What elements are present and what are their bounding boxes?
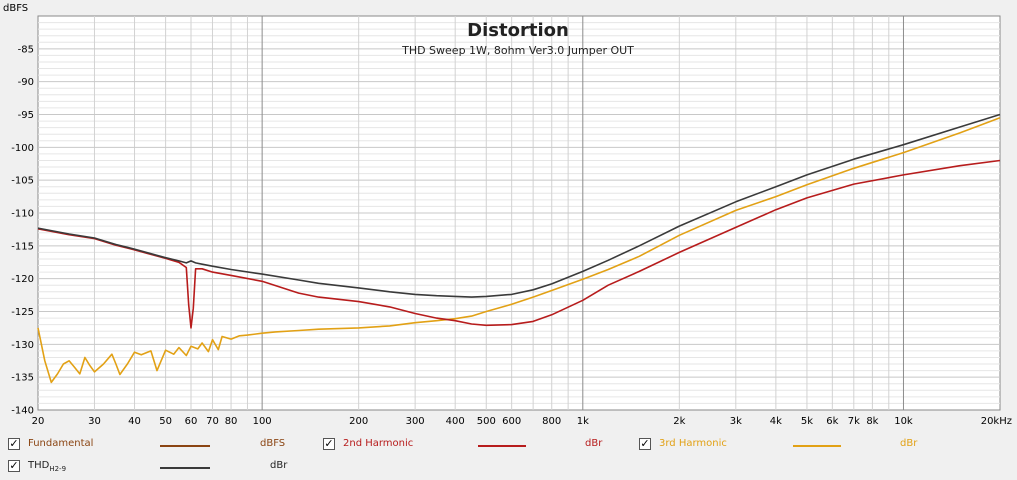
legend-item-thd[interactable]: ✓ THDH2-9 dBr (8, 458, 308, 476)
legend-unit-2nd-harmonic: dBr (585, 438, 603, 449)
x-tick-label: 60 (185, 416, 198, 427)
legend-swatch-fundamental (160, 445, 210, 447)
legend-item-fundamental[interactable]: ✓ Fundamental dBFS (8, 436, 308, 454)
x-tick-label: 3k (730, 416, 742, 427)
x-tick-label: 4k (770, 416, 782, 427)
x-tick-label: 8k (866, 416, 878, 427)
x-tick-label: 6k (826, 416, 838, 427)
x-tick-labels: 20 30 40 50 60 70 80 100 200 300 400 500 600 800 1k 2k 3… (32, 416, 1012, 427)
x-tick-label: 400 (446, 416, 465, 427)
x-tick-label: 20kHz (981, 416, 1012, 427)
x-tick-label: 600 (502, 416, 521, 427)
x-tick-label: 20 (32, 416, 45, 427)
legend-unit-thd: dBr (270, 460, 288, 471)
3rd-harmonic-checkbox[interactable]: ✓ (639, 437, 651, 450)
x-tick-label: 200 (349, 416, 368, 427)
legend-item-3rd-harmonic[interactable]: ✓ 3rd Harmonic dBr (639, 436, 939, 454)
y-axis-unit: dBFS (3, 3, 28, 14)
y-tick-label: -100 (11, 143, 34, 154)
x-tick-label: 100 (253, 416, 272, 427)
series-line-2nd-harmonic (37, 159, 1001, 329)
series-line-thd (37, 113, 1001, 298)
legend-label-thd: THDH2-9 (28, 460, 66, 473)
x-tick-label: 300 (406, 416, 425, 427)
series-layer (37, 113, 1001, 384)
y-tick-label: -90 (18, 77, 34, 88)
y-tick-label: -105 (11, 176, 34, 187)
legend-label-fundamental: Fundamental (28, 438, 94, 449)
y-tick-label: -140 (11, 406, 34, 417)
y-tick-label: -110 (11, 209, 34, 220)
legend-label-thd-sub: H2-9 (49, 465, 67, 473)
legend-label-2nd-harmonic: 2nd Harmonic (343, 438, 414, 449)
x-tick-label: 40 (128, 416, 141, 427)
y-tick-label: -135 (11, 373, 34, 384)
thd-checkbox[interactable]: ✓ (8, 459, 20, 472)
legend: ✓ Fundamental dBFS ✓ 2nd Harmonic dBr ✓ … (0, 431, 1017, 480)
legend-unit-3rd-harmonic: dBr (900, 438, 918, 449)
x-tick-label: 5k (801, 416, 813, 427)
legend-unit-fundamental: dBFS (260, 438, 286, 449)
legend-swatch-3rd-harmonic (793, 445, 841, 447)
y-tick-label: -85 (18, 44, 34, 55)
x-tick-label: 80 (225, 416, 238, 427)
x-tick-label: 50 (159, 416, 172, 427)
x-tick-label: 500 (477, 416, 496, 427)
y-tick-label: -125 (11, 307, 34, 318)
chart-title: Distortion (467, 20, 569, 41)
major-gridlines (38, 16, 1000, 410)
x-tick-label: 800 (542, 416, 561, 427)
chart-area: -85 -90 -95 -100 -105 -110 -115 -120 -125 -130 -13… (3, 3, 1012, 427)
y-tick-labels: -85 -90 -95 -100 -105 -110 -115 -120 -125 -130 -13… (11, 44, 34, 416)
y-tick-label: -115 (11, 241, 34, 252)
legend-swatch-thd (160, 467, 210, 469)
legend-swatch-2nd-harmonic (478, 445, 526, 447)
x-tick-label: 10k (894, 416, 913, 427)
series-line-3rd-harmonic (37, 117, 1001, 384)
x-tick-label: 1k (577, 416, 589, 427)
x-tick-label: 70 (206, 416, 219, 427)
fundamental-checkbox[interactable]: ✓ (8, 437, 20, 450)
2nd-harmonic-checkbox[interactable]: ✓ (323, 437, 335, 450)
legend-label-thd-text: THD (28, 460, 50, 471)
y-tick-label: -120 (11, 274, 34, 285)
chart-subtitle: THD Sweep 1W, 8ohm Ver3.0 Jumper OUT (401, 44, 634, 57)
legend-item-2nd-harmonic[interactable]: ✓ 2nd Harmonic dBr (323, 436, 623, 454)
legend-label-3rd-harmonic: 3rd Harmonic (659, 438, 727, 449)
x-tick-label: 30 (88, 416, 101, 427)
y-tick-label: -95 (18, 110, 34, 121)
x-tick-label: 2k (673, 416, 685, 427)
y-tick-label: -130 (11, 340, 34, 351)
x-tick-label: 7k (848, 416, 860, 427)
